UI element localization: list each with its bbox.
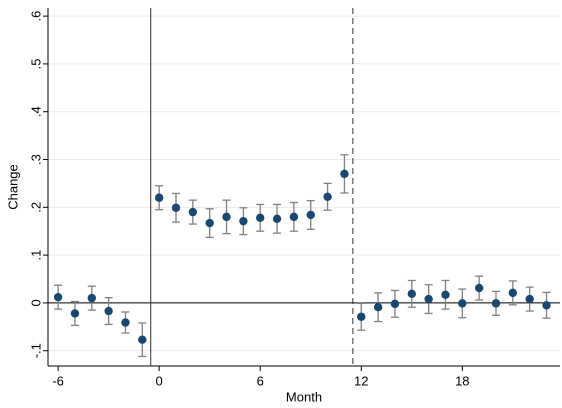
point	[289, 212, 299, 222]
y-axis-label: Change	[5, 164, 20, 210]
y-tick-label: 0	[28, 299, 43, 306]
x-tick-label: -6	[52, 373, 64, 388]
point	[474, 283, 484, 293]
x-axis-label: Month	[286, 389, 322, 404]
y-tick-label: .2	[28, 202, 43, 213]
point	[70, 309, 80, 318]
point	[373, 303, 383, 312]
point	[205, 218, 214, 228]
point	[306, 210, 315, 220]
point	[138, 335, 147, 344]
point	[407, 289, 416, 299]
point	[340, 169, 349, 179]
point	[87, 293, 96, 303]
point	[104, 306, 113, 316]
y-tick-label: .6	[28, 11, 43, 22]
point	[458, 299, 467, 308]
point	[154, 193, 164, 202]
y-tick-label: .5	[28, 59, 43, 70]
x-tick-label: 18	[455, 373, 469, 388]
point	[256, 213, 265, 223]
x-tick-label: 0	[156, 373, 163, 388]
point	[121, 318, 130, 327]
y-tick-label: -.1	[28, 343, 43, 358]
point	[239, 216, 248, 226]
point	[222, 212, 231, 222]
y-tick-label: .1	[28, 250, 43, 261]
y-tick-label: .3	[28, 154, 43, 165]
point	[491, 299, 501, 308]
point	[390, 299, 400, 309]
point	[188, 207, 198, 217]
point	[441, 290, 450, 299]
point	[171, 203, 181, 212]
y-tick-label: .4	[28, 106, 43, 117]
point	[357, 312, 366, 321]
point	[542, 301, 551, 310]
point	[424, 294, 433, 304]
x-tick-label: 12	[354, 373, 368, 388]
point	[508, 288, 518, 298]
point	[323, 192, 332, 201]
x-tick-label: 6	[257, 373, 264, 388]
point	[525, 294, 534, 304]
point	[53, 292, 63, 302]
point	[272, 214, 282, 223]
